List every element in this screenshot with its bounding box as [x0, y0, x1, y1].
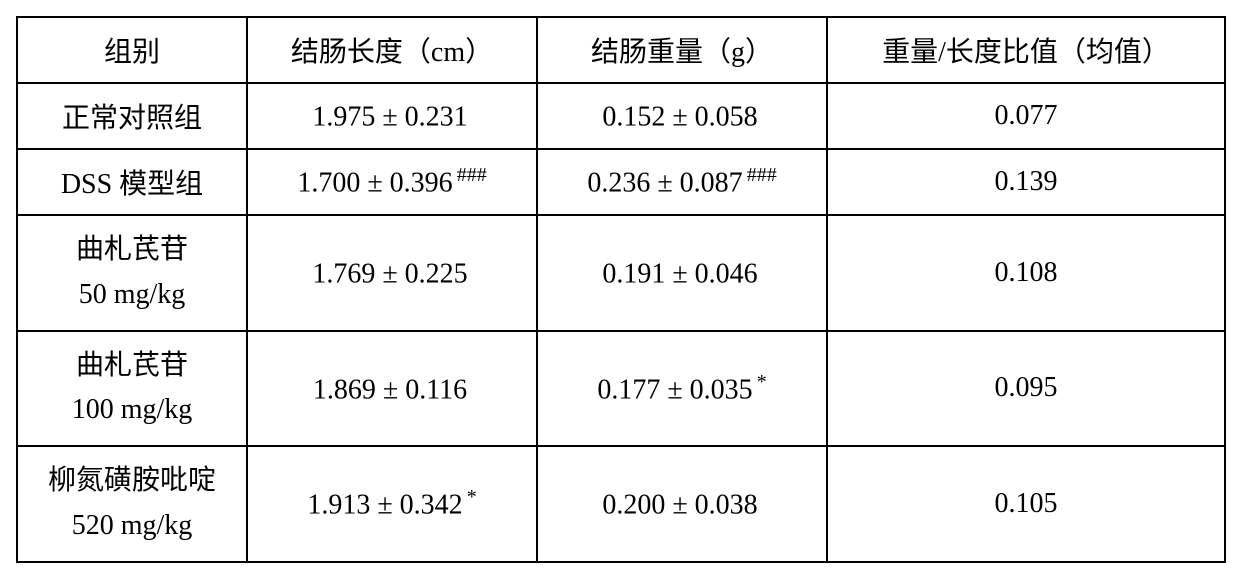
cell-group: 柳氮磺胺吡啶 520 mg/kg	[17, 446, 247, 562]
group-line: 50 mg/kg	[79, 279, 186, 310]
cell-group: 曲札芪苷 100 mg/kg	[17, 331, 247, 447]
cell-group: 正常对照组	[17, 83, 247, 149]
value-text: 1.913 ± 0.342	[307, 490, 462, 521]
value-text: 0.177 ± 0.035	[597, 374, 752, 405]
table-row: 曲札芪苷 100 mg/kg 1.869 ± 0.116 0.177 ± 0.0…	[17, 331, 1225, 447]
data-table: 组别 结肠长度（cm） 结肠重量（g） 重量/长度比值（均值） 正常对照组 1.…	[16, 16, 1226, 563]
cell-ratio: 0.108	[827, 215, 1225, 331]
cell-group: 曲札芪苷 50 mg/kg	[17, 215, 247, 331]
table-row: 曲札芪苷 50 mg/kg 1.769 ± 0.225 0.191 ± 0.04…	[17, 215, 1225, 331]
cell-weight: 0.191 ± 0.046	[537, 215, 827, 331]
value-text: 1.700 ± 0.396	[297, 168, 452, 199]
group-line: 曲札芪苷	[76, 350, 188, 381]
sig-mark: ###	[457, 164, 487, 186]
col-header-group: 组别	[17, 17, 247, 83]
cell-length: 1.769 ± 0.225	[247, 215, 537, 331]
cell-weight: 0.152 ± 0.058	[537, 83, 827, 149]
table-row: 柳氮磺胺吡啶 520 mg/kg 1.913 ± 0.342* 0.200 ± …	[17, 446, 1225, 562]
cell-length: 1.975 ± 0.231	[247, 83, 537, 149]
group-line: 曲札芪苷	[76, 234, 188, 265]
cell-ratio: 0.077	[827, 83, 1225, 149]
group-line: 520 mg/kg	[72, 510, 193, 541]
cell-weight: 0.177 ± 0.035*	[537, 331, 827, 447]
cell-weight: 0.200 ± 0.038	[537, 446, 827, 562]
sig-mark: *	[467, 486, 477, 508]
value-text: 1.869 ± 0.116	[313, 374, 467, 405]
group-line: 100 mg/kg	[72, 394, 193, 425]
sig-mark: ###	[747, 164, 777, 186]
group-line: DSS 模型组	[61, 169, 203, 200]
cell-length: 1.913 ± 0.342*	[247, 446, 537, 562]
value-text: 1.769 ± 0.225	[312, 258, 467, 289]
cell-group: DSS 模型组	[17, 149, 247, 215]
col-header-length: 结肠长度（cm）	[247, 17, 537, 83]
cell-ratio: 0.105	[827, 446, 1225, 562]
cell-ratio: 0.139	[827, 149, 1225, 215]
cell-length: 1.700 ± 0.396###	[247, 149, 537, 215]
value-text: 0.200 ± 0.038	[602, 490, 757, 521]
value-text: 0.191 ± 0.046	[602, 258, 757, 289]
group-line: 正常对照组	[62, 103, 202, 134]
value-text: 0.236 ± 0.087	[587, 168, 742, 199]
cell-length: 1.869 ± 0.116	[247, 331, 537, 447]
cell-weight: 0.236 ± 0.087###	[537, 149, 827, 215]
sig-mark: *	[757, 371, 767, 393]
table-row: DSS 模型组 1.700 ± 0.396### 0.236 ± 0.087##…	[17, 149, 1225, 215]
table-row: 正常对照组 1.975 ± 0.231 0.152 ± 0.058 0.077	[17, 83, 1225, 149]
col-header-weight: 结肠重量（g）	[537, 17, 827, 83]
value-text: 1.975 ± 0.231	[312, 102, 467, 133]
table-header-row: 组别 结肠长度（cm） 结肠重量（g） 重量/长度比值（均值）	[17, 17, 1225, 83]
col-header-ratio: 重量/长度比值（均值）	[827, 17, 1225, 83]
group-line: 柳氮磺胺吡啶	[48, 465, 216, 496]
cell-ratio: 0.095	[827, 331, 1225, 447]
value-text: 0.152 ± 0.058	[602, 102, 757, 133]
